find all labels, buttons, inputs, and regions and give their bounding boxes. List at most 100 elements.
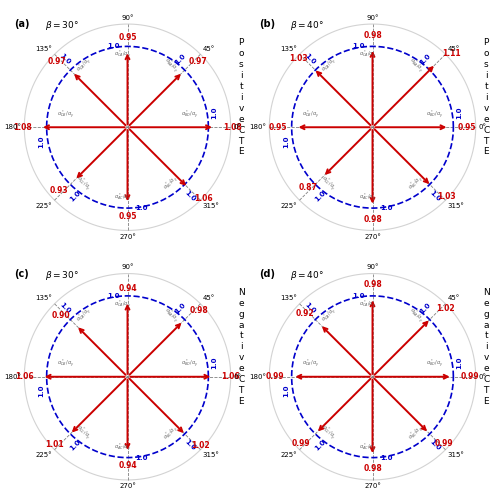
Text: 1.06: 1.06 [194, 194, 212, 203]
Text: v: v [238, 104, 244, 113]
Text: (b): (b) [259, 19, 275, 29]
Text: v: v [484, 104, 489, 113]
Text: a: a [484, 320, 489, 329]
Text: e: e [238, 299, 244, 308]
Text: 0.93: 0.93 [50, 186, 68, 195]
Text: (d): (d) [259, 269, 275, 279]
Text: $\alpha^*_{DB} / \alpha_y$: $\alpha^*_{DB} / \alpha_y$ [302, 358, 320, 369]
Text: $\beta = $40$°$: $\beta = $40$°$ [290, 19, 324, 32]
Text: P: P [484, 38, 489, 47]
Text: 225°: 225° [36, 203, 52, 209]
Text: $\alpha^*_{AC} / \alpha_y$: $\alpha^*_{AC} / \alpha_y$ [114, 192, 132, 203]
Text: $\alpha^*_{BD} / \alpha_y$: $\alpha^*_{BD} / \alpha_y$ [426, 358, 443, 369]
Text: 270°: 270° [119, 234, 136, 240]
Text: 0.92: 0.92 [296, 309, 314, 318]
Text: o: o [238, 49, 244, 58]
Text: 1.01: 1.01 [46, 440, 64, 449]
Text: 0.98: 0.98 [363, 464, 382, 473]
Text: $\alpha^*_{BA} / \alpha_y$: $\alpha^*_{BA} / \alpha_y$ [406, 304, 426, 325]
Text: N: N [483, 288, 490, 297]
Text: 0.98: 0.98 [363, 31, 382, 40]
Text: E: E [238, 148, 244, 157]
Text: 90°: 90° [122, 264, 134, 270]
Text: $\alpha^*_{DB} / \alpha_y$: $\alpha^*_{DB} / \alpha_y$ [302, 108, 320, 120]
Text: e: e [238, 115, 244, 124]
Text: T: T [238, 386, 244, 395]
Text: E: E [484, 148, 489, 157]
Text: 0.95: 0.95 [269, 123, 287, 132]
Text: 1.0: 1.0 [380, 205, 393, 211]
Text: 135°: 135° [35, 46, 52, 52]
Text: 315°: 315° [448, 203, 465, 209]
Text: 1.08: 1.08 [223, 123, 242, 132]
Text: 1.0: 1.0 [352, 293, 364, 299]
Text: 1.0: 1.0 [304, 301, 317, 315]
Text: 1.0: 1.0 [304, 52, 317, 65]
Text: 0.87: 0.87 [298, 183, 317, 192]
Text: N: N [238, 288, 244, 297]
Text: P: P [238, 38, 244, 47]
Text: 0°: 0° [479, 374, 487, 380]
Text: (a): (a) [14, 19, 30, 29]
Text: 0.97: 0.97 [188, 57, 208, 66]
Text: 0.99: 0.99 [292, 439, 310, 448]
Text: $\alpha^*_{CA} / \alpha_y$: $\alpha^*_{CA} / \alpha_y$ [114, 49, 132, 60]
Text: $\alpha^*_{CA} / \alpha_y$: $\alpha^*_{CA} / \alpha_y$ [359, 298, 376, 310]
Text: C: C [483, 126, 490, 135]
Text: 1.0: 1.0 [174, 301, 186, 315]
Text: 0°: 0° [479, 124, 487, 130]
Text: 1.02: 1.02 [436, 304, 455, 313]
Text: 1.03: 1.03 [437, 192, 456, 201]
Text: 1.06: 1.06 [15, 372, 34, 381]
Text: 45°: 45° [203, 46, 215, 52]
Text: g: g [484, 310, 489, 319]
Text: 315°: 315° [203, 203, 220, 209]
Text: T: T [484, 137, 489, 146]
Text: 1.0: 1.0 [59, 52, 72, 65]
Text: t: t [484, 331, 488, 340]
Text: 1.0: 1.0 [428, 439, 441, 452]
Text: T: T [484, 386, 489, 395]
Text: 1.0: 1.0 [418, 52, 432, 65]
Text: $\alpha^*_{BD} / \alpha_y$: $\alpha^*_{BD} / \alpha_y$ [180, 358, 198, 369]
Text: 135°: 135° [280, 295, 297, 301]
Text: $\alpha^*_{BA} / \alpha_y$: $\alpha^*_{BA} / \alpha_y$ [161, 304, 182, 325]
Text: 90°: 90° [366, 15, 379, 21]
Text: 1.0: 1.0 [380, 455, 393, 461]
Text: 0.99: 0.99 [460, 372, 479, 381]
Text: $\alpha^*_{DB} / \alpha_y$: $\alpha^*_{DB} / \alpha_y$ [57, 358, 74, 369]
Text: e: e [484, 115, 489, 124]
Text: 1.03: 1.03 [290, 53, 308, 63]
Text: 1.06: 1.06 [222, 372, 240, 381]
Text: 1.0: 1.0 [68, 189, 82, 203]
Text: $\alpha^*_{DA} / \alpha_y$: $\alpha^*_{DA} / \alpha_y$ [74, 304, 94, 325]
Text: 1.0: 1.0 [456, 356, 462, 369]
Text: $\alpha^*_{BA} / \alpha_y$: $\alpha^*_{BA} / \alpha_y$ [161, 55, 182, 75]
Text: i: i [485, 342, 488, 351]
Text: 270°: 270° [364, 483, 381, 489]
Text: $\alpha^*_{BC} / \alpha_y$: $\alpha^*_{BC} / \alpha_y$ [406, 173, 426, 193]
Text: 45°: 45° [448, 295, 460, 301]
Text: $\alpha^*_{AC} / \alpha_y$: $\alpha^*_{AC} / \alpha_y$ [359, 192, 376, 203]
Text: 0.98: 0.98 [363, 280, 382, 289]
Text: 0.99: 0.99 [266, 372, 284, 381]
Text: $\alpha^*_{BD} / \alpha_y$: $\alpha^*_{BD} / \alpha_y$ [426, 108, 443, 120]
Text: a: a [238, 320, 244, 329]
Text: $\beta = $40$°$: $\beta = $40$°$ [290, 269, 324, 282]
Text: 1.0: 1.0 [456, 107, 462, 119]
Text: i: i [485, 71, 488, 80]
Text: $\alpha^*_{CA} / \alpha_y$: $\alpha^*_{CA} / \alpha_y$ [359, 49, 376, 60]
Text: $\alpha^*_{DA} / \alpha_y$: $\alpha^*_{DA} / \alpha_y$ [318, 55, 339, 75]
Text: 270°: 270° [364, 234, 381, 240]
Text: $\alpha^*_{BA} / \alpha_y$: $\alpha^*_{BA} / \alpha_y$ [406, 55, 426, 75]
Text: 0°: 0° [234, 124, 242, 130]
Text: $\alpha^*_{BD} / \alpha_y$: $\alpha^*_{BD} / \alpha_y$ [180, 108, 198, 120]
Text: i: i [240, 71, 242, 80]
Text: 1.0: 1.0 [183, 189, 196, 203]
Text: 1.0: 1.0 [38, 385, 44, 397]
Text: e: e [238, 364, 244, 373]
Text: $\alpha^*_{BC} / \alpha_y$: $\alpha^*_{BC} / \alpha_y$ [406, 422, 426, 443]
Text: 1.0: 1.0 [38, 135, 44, 148]
Text: 1.0: 1.0 [107, 43, 120, 49]
Text: C: C [483, 375, 490, 384]
